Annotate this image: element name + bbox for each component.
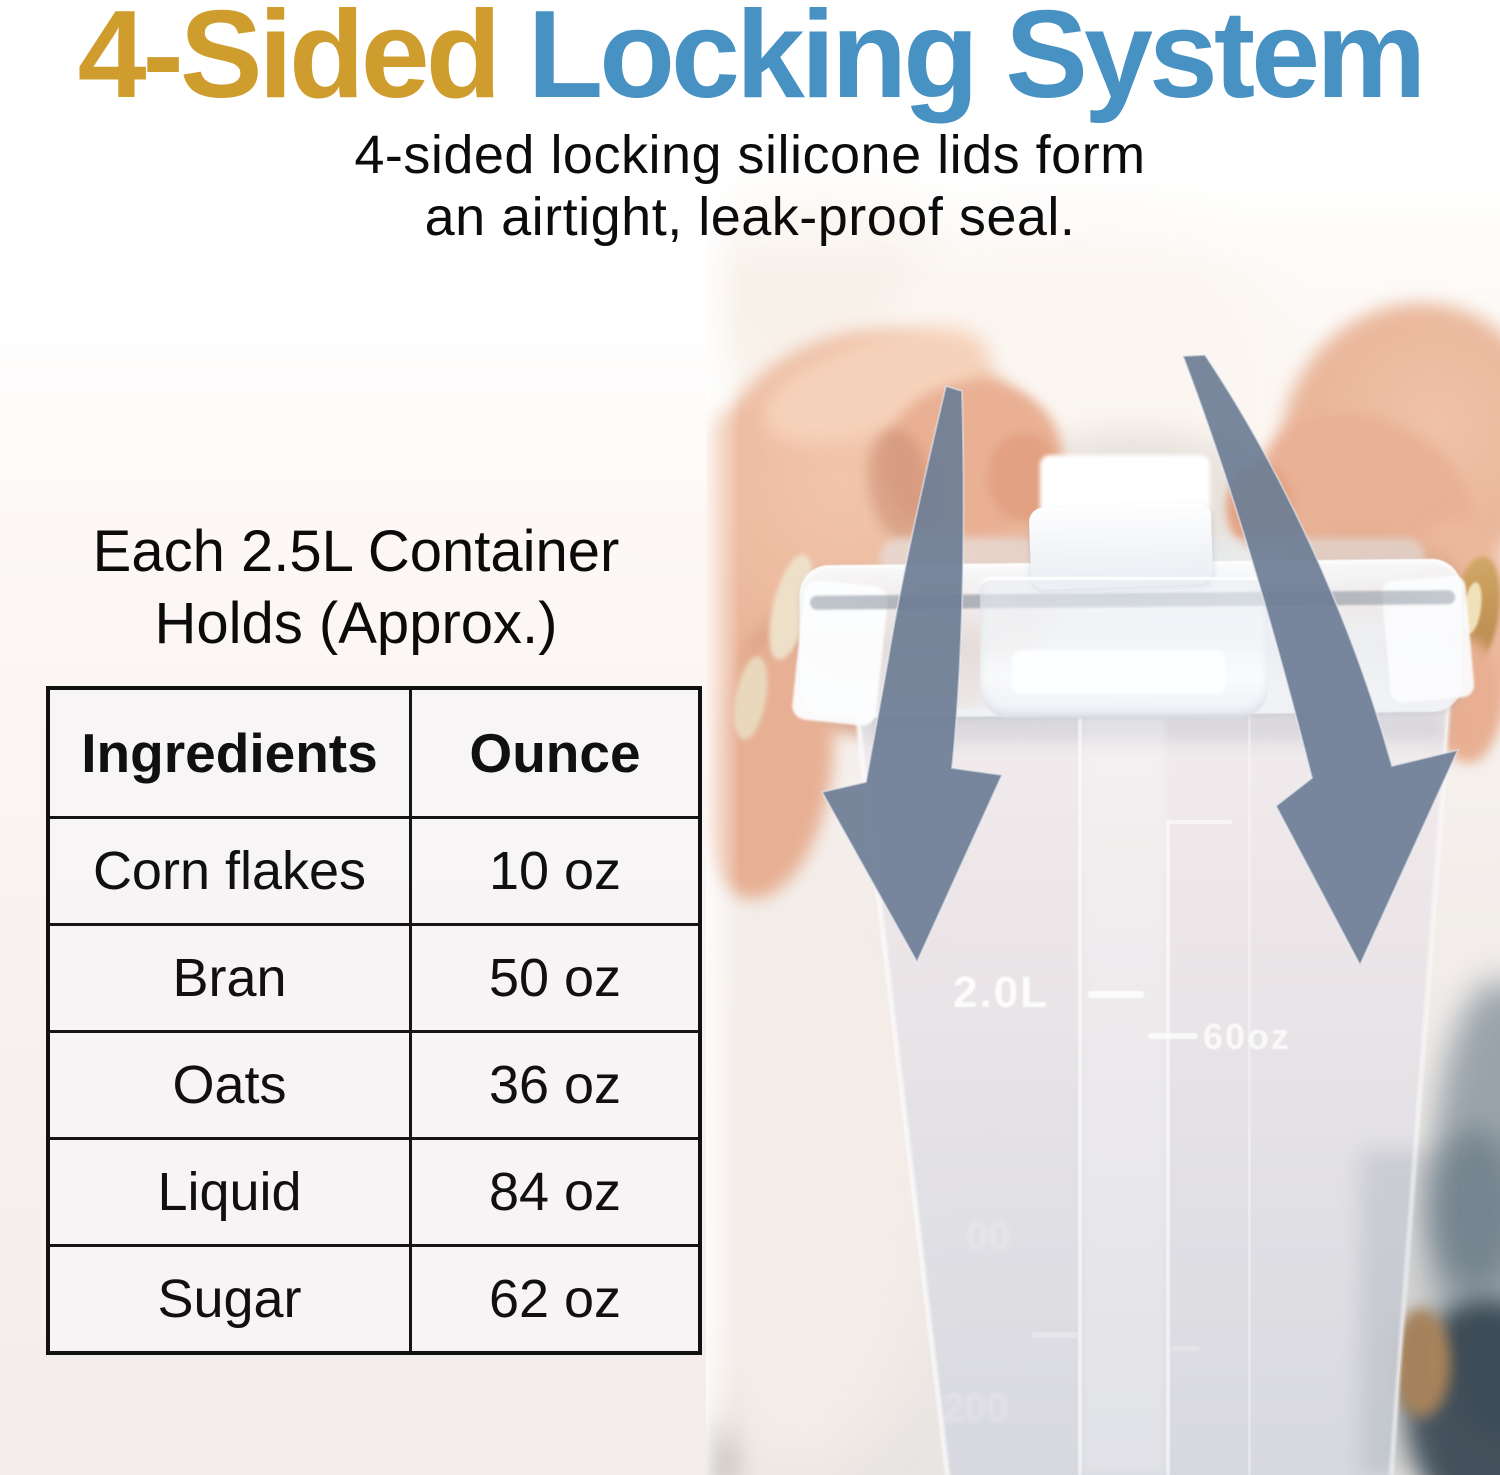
down-arrow-right-icon <box>1181 353 1460 968</box>
subtitle-line-2: an airtight, leak-proof seal. <box>424 187 1076 247</box>
table-header-ounce: Ounce <box>469 722 641 784</box>
table-cell-ingredient: Sugar <box>50 1244 412 1351</box>
faint-marking: 00 <box>966 1214 1011 1258</box>
faint-marking: 200 <box>942 1386 1009 1430</box>
page-title: 4-Sided Locking System <box>0 0 1500 117</box>
lid-front-latch <box>980 577 1268 718</box>
faint-marking-tick <box>1032 1332 1078 1338</box>
capacity-heading: Each 2.5L Container Holds (Approx.) <box>0 516 712 660</box>
table-cell-ingredient: Bran <box>50 923 412 1030</box>
table-cell-ingredient: Oats <box>50 1030 412 1137</box>
capacity-table: Ingredients Ounce Corn flakes 10 oz Bran… <box>46 686 702 1355</box>
marking-2-liters: 2.0L <box>953 968 1050 1017</box>
table-cell-ounce: 36 oz <box>412 1030 698 1137</box>
subtitle: 4-sided locking silicone lids form an ai… <box>0 124 1500 248</box>
container-ridge-tick <box>1166 820 1232 824</box>
lid-latch-highlight <box>1012 650 1226 694</box>
faint-marking-tick <box>1170 1346 1200 1351</box>
table-cell-ingredient: Liquid <box>50 1137 412 1244</box>
table-cell-ounce: 50 oz <box>412 923 698 1030</box>
table-header-ingredients: Ingredients <box>50 690 412 816</box>
capacity-heading-line-2: Holds (Approx.) <box>154 591 558 656</box>
marking-2l-tick <box>1088 991 1144 998</box>
container-ridge <box>1248 705 1251 1475</box>
table-cell-ounce: 84 oz <box>412 1137 698 1244</box>
top-white-band <box>0 0 1500 280</box>
container-ridge <box>1166 822 1170 1475</box>
table-cell-ounce: 10 oz <box>412 816 698 923</box>
title-highlight: 4-Sided <box>77 0 502 124</box>
container-light-band <box>1082 715 1166 1475</box>
down-arrow-left-icon <box>820 384 1004 965</box>
marking-60oz-tick <box>1148 1033 1198 1039</box>
table-cell-ounce: 62 oz <box>412 1244 698 1351</box>
capacity-heading-line-1: Each 2.5L Container <box>92 519 620 584</box>
title-rest: Locking System <box>527 0 1426 124</box>
marking-60-ounces: 60oz <box>1203 1016 1292 1057</box>
table-cell-ingredient: Corn flakes <box>50 816 412 923</box>
container-ridge <box>1078 718 1082 1475</box>
subtitle-line-1: 4-sided locking silicone lids form <box>354 125 1146 185</box>
background-blur-shape <box>1430 1130 1500 1290</box>
